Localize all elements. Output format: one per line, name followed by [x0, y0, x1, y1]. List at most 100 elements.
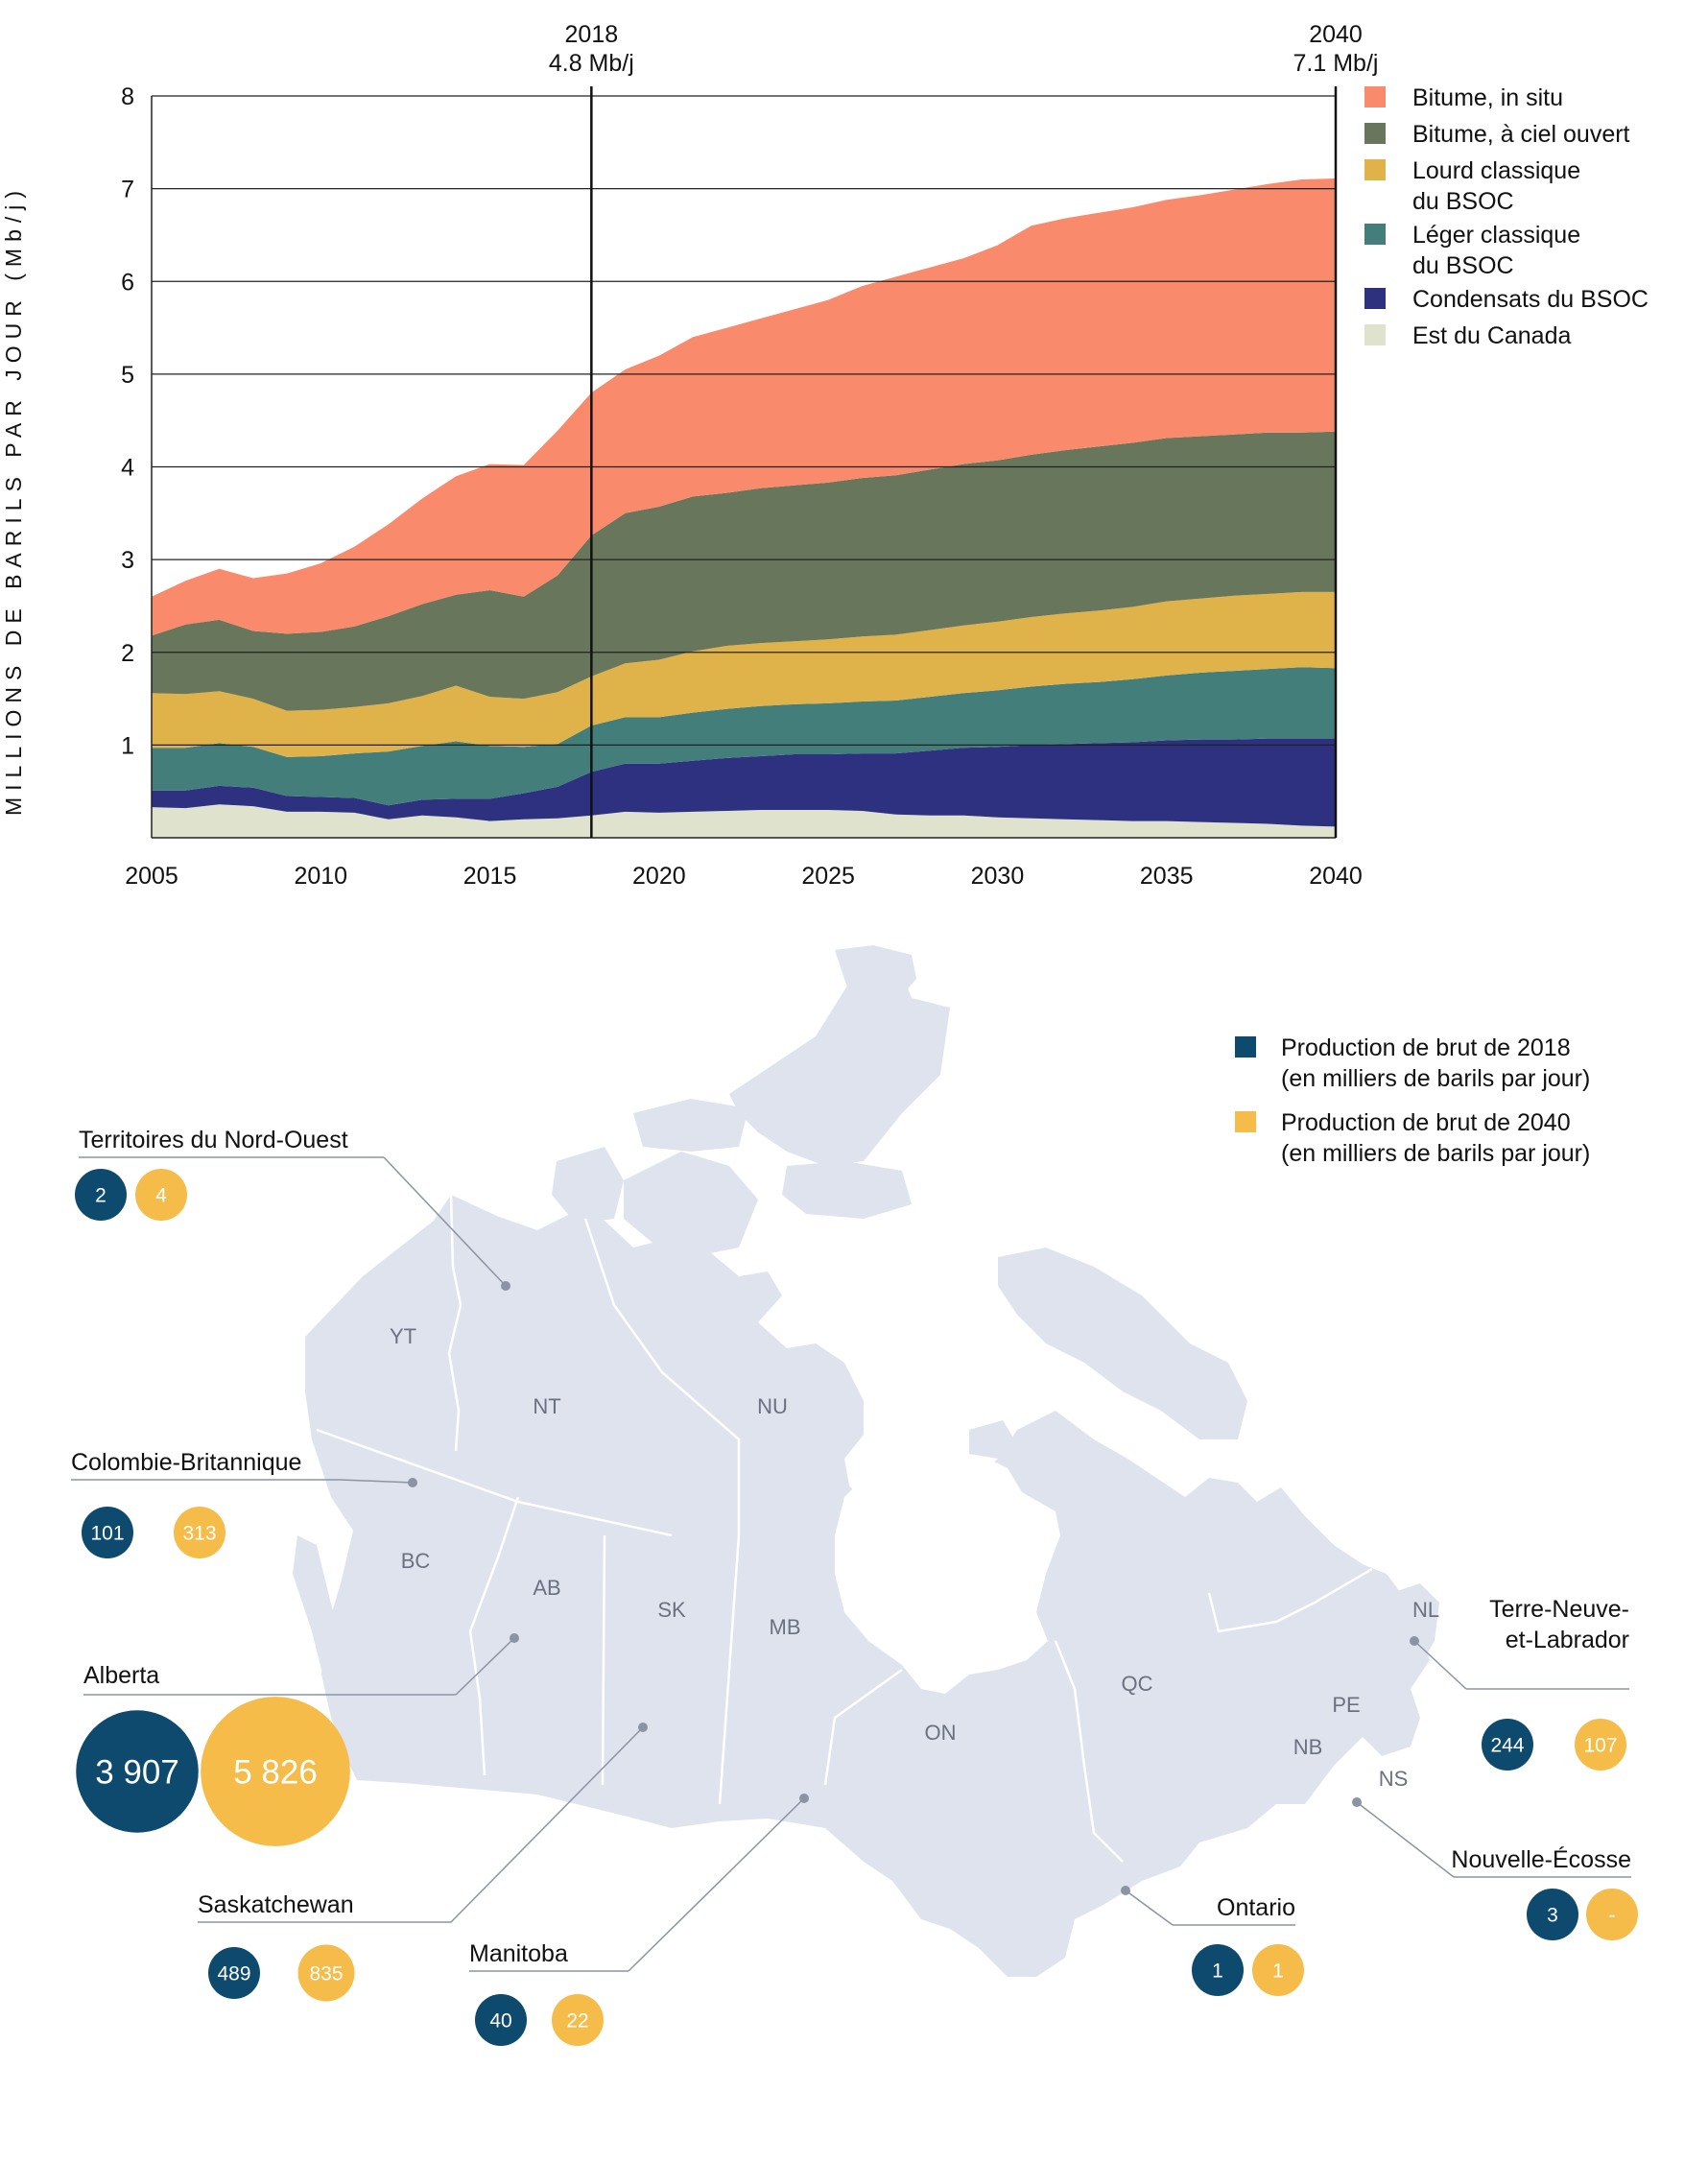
area-series-3	[152, 591, 1336, 757]
legend-swatch-0	[1364, 86, 1386, 107]
bubble-2040-value: 835	[309, 1963, 343, 1985]
province-abbreviations: YT NT NU BC AB SK MB ON QC NL PE NB NS	[390, 1324, 1439, 1791]
bubble-2040	[135, 1169, 187, 1221]
canada-map-panel: YT NT NU BC AB SK MB ON QC NL PE NB NS Production de…	[71, 945, 1638, 2046]
map-legend-label-2040: Production de brut de 2040	[1281, 1109, 1571, 1136]
callout-leader	[383, 1156, 507, 1287]
legend-swatch-4	[1364, 288, 1386, 309]
province-label-mb: MB	[770, 1615, 801, 1639]
arctic-island-banks	[552, 1147, 624, 1224]
region-2: Alberta 3 907 5 826	[76, 1633, 519, 1846]
province-label-ns: NS	[1379, 1767, 1409, 1791]
map-legend-sublabel-2040: (en milliers de barils par jour)	[1281, 1140, 1590, 1167]
chart-legend: Bitume, in situ Bitume, à ciel ouvert Lour…	[1364, 84, 1649, 349]
map-legend-label-2018: Production de brut de 2018	[1281, 1034, 1571, 1061]
legend-label: Bitume, in situ	[1412, 84, 1563, 111]
border-yt-nt	[447, 1194, 463, 1452]
region-name: Nouvelle-Écosse	[1451, 1845, 1631, 1873]
province-label-bc: BC	[401, 1549, 431, 1573]
bubble-2018-value: 101	[90, 1523, 124, 1545]
region-1: Colombie-Britannique 101 313	[71, 1449, 417, 1558]
bubble-2018-value: 489	[217, 1963, 250, 1985]
region-name: Ontario	[1217, 1894, 1295, 1921]
bubble-2018	[1192, 1944, 1244, 1996]
bubble-2018	[1482, 1719, 1533, 1771]
location-dot	[799, 1794, 809, 1803]
area-series-1	[152, 738, 1336, 827]
arctic-island-parry	[633, 1099, 748, 1152]
y-axis-label: MILLIONS DE BARILS PAR JOUR (Mb/j)	[1, 184, 26, 816]
y-tick-label: 1	[121, 732, 134, 759]
x-axis-ticks: 2005 2010 2015 2020 2025 2030 2035 2040	[125, 863, 1363, 890]
bubble-2018	[75, 1169, 127, 1221]
arctic-island-devon	[782, 1161, 912, 1219]
arctic-island-north	[835, 945, 916, 1017]
bubble-2018	[475, 1994, 527, 2046]
bubble-2018-value: 40	[489, 2010, 511, 2032]
region-name: Territoires du Nord-Ouest	[79, 1127, 348, 1153]
bubble-2018-value: 1	[1212, 1961, 1223, 1983]
region-name: Colombie-Britannique	[71, 1449, 301, 1476]
border-sk-mb	[718, 1534, 741, 1805]
legend-label: du BSOC	[1412, 188, 1514, 215]
bubble-2040	[552, 1994, 604, 2046]
bubble-2018-value: 2	[95, 1185, 107, 1207]
area-series-0	[152, 804, 1336, 838]
border-bc-ab	[468, 1496, 520, 1776]
bubble-2040-value: 22	[566, 2010, 588, 2032]
legend-label: Bitume, à ciel ouvert	[1412, 121, 1630, 148]
bubble-2018	[76, 1710, 199, 1833]
legend-label: Léger classique	[1412, 222, 1580, 249]
map-legend: Production de brut de 2018 (en milliers d…	[1235, 1034, 1590, 1167]
arctic-island-victoria	[624, 1152, 758, 1257]
newfoundland-island	[1387, 1583, 1439, 1665]
map-legend-swatch-2018	[1235, 1036, 1256, 1058]
stacked-area-chart: 1 2 3 4 5 6 7 8 2005 2010 2015 2020 2025 2030 2035 204…	[1, 21, 1649, 890]
arctic-island-southampton	[969, 1420, 1017, 1459]
callout-leader	[1125, 1890, 1174, 1926]
bubble-2040	[174, 1507, 225, 1558]
location-dot	[501, 1281, 510, 1291]
map-legend-sublabel-2018: (en milliers de barils par jour)	[1281, 1065, 1590, 1092]
bubble-2040	[1586, 1889, 1638, 1940]
province-label-sk: SK	[657, 1598, 686, 1622]
marker-year-2040: 2040	[1309, 21, 1363, 48]
x-tick-label: 2035	[1140, 863, 1194, 890]
bubble-2018	[82, 1507, 133, 1558]
legend-label: Condensats du BSOC	[1412, 286, 1649, 313]
arctic-island-baffin	[998, 1248, 1247, 1439]
province-label-ab: AB	[533, 1576, 560, 1600]
region-6: Terre-Neuve-et-Labrador 244 107	[1410, 1596, 1629, 1771]
legend-swatch-3	[1364, 224, 1386, 245]
arctic-island-ellesmere	[729, 950, 950, 1166]
location-dot	[408, 1478, 417, 1487]
y-tick-label: 2	[121, 640, 134, 667]
region-4: Manitoba 40 22	[469, 1794, 809, 2046]
location-dot	[1121, 1886, 1130, 1895]
province-label-nt: NT	[533, 1394, 560, 1418]
bubble-2018	[208, 1947, 260, 1999]
bubble-2018-value: 3 907	[95, 1754, 179, 1792]
x-tick-label: 2030	[971, 863, 1025, 890]
border-qc-nl	[1207, 1567, 1373, 1633]
area-series-4	[152, 431, 1336, 711]
region-name: Saskatchewan	[198, 1891, 354, 1918]
marker-year-2018: 2018	[565, 21, 619, 48]
province-label-on: ON	[925, 1721, 957, 1745]
legend-swatch-2	[1364, 159, 1386, 180]
region-7: Nouvelle-Écosse 3 -	[1352, 1797, 1638, 1940]
region-name: Terre-Neuve-	[1489, 1596, 1629, 1623]
bubble-2040-value: 1	[1272, 1961, 1284, 1983]
canada-map	[293, 945, 1439, 1977]
callout-leader	[455, 1637, 515, 1696]
marker-value-2040: 7.1 Mb/j	[1293, 50, 1379, 77]
callout-leader	[450, 1726, 644, 1923]
legend-label: Lourd classique	[1412, 157, 1580, 184]
x-tick-label: 2005	[125, 863, 178, 890]
province-label-nu: NU	[757, 1394, 788, 1418]
y-axis-ticks: 1 2 3 4 5 6 7 8	[121, 83, 134, 759]
border-nt-nu	[583, 1218, 741, 1535]
hudson-bay	[835, 1439, 1060, 1694]
province-label-nb: NB	[1293, 1735, 1323, 1759]
